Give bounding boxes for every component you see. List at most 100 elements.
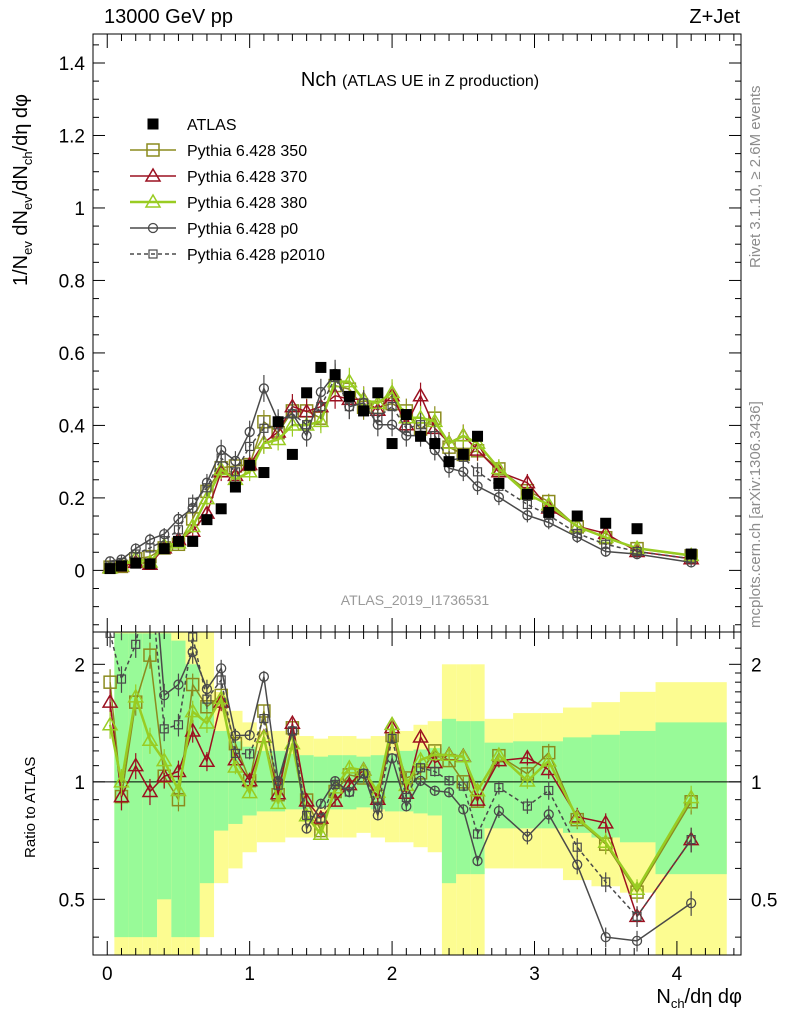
ratio-point [572, 859, 583, 870]
data-point [344, 401, 354, 412]
mcplots-credit-label: mcplots.cern.ch [arXiv:1306.3436] [747, 401, 764, 628]
data-point [601, 539, 611, 549]
ratio-line [109, 654, 692, 894]
ratio-point [113, 773, 130, 788]
y-tick-label: 1 [74, 199, 85, 220]
ratio-point [159, 690, 170, 701]
data-point [490, 460, 508, 475]
ratio-point [259, 714, 269, 724]
ratio-band-inner [441, 718, 457, 884]
ratio-point [387, 733, 397, 744]
y-tick-label: 0.4 [59, 416, 86, 437]
data-point [386, 419, 398, 430]
data-point [284, 416, 301, 431]
ratio-point [227, 758, 244, 773]
series-line [109, 372, 692, 564]
ratio-point [519, 749, 536, 764]
ratio-tick-label-right: 2 [751, 655, 762, 676]
atlas-data-point [571, 510, 583, 522]
data-point [572, 528, 582, 539]
ratio-point [443, 787, 455, 798]
data-point [387, 401, 397, 412]
legend-entry: Pythia 6.428 380 [130, 193, 307, 212]
rivet-version-label: Rivet 3.1.10, ≥ 2.6M events [747, 85, 764, 269]
ratio-point [198, 714, 216, 729]
analysis-tag: ATLAS_2019_I1736531 [341, 592, 490, 608]
legend-marker [147, 222, 159, 234]
atlas-data-point [258, 467, 270, 479]
data-point [412, 387, 429, 402]
data-point [341, 373, 358, 388]
legend-marker [146, 143, 160, 157]
ratio-point [185, 677, 200, 692]
data-point [198, 490, 216, 505]
ratio-point [312, 825, 330, 841]
ratio-point [155, 767, 173, 783]
y-tick-label: 0 [74, 561, 85, 582]
atlas-data-point [600, 517, 612, 529]
legend-label: Pythia 6.428 p0 [187, 221, 298, 238]
ratio-point [241, 784, 258, 799]
ratio-point [184, 703, 201, 718]
atlas-data-point [115, 560, 127, 572]
ratio-band-inner [128, 633, 143, 938]
ratio-point [170, 782, 187, 797]
ratio-point [383, 719, 401, 734]
ratio-point [472, 855, 483, 867]
atlas-data-point [472, 430, 484, 442]
ratio-tick-label-right: 0.5 [751, 890, 777, 911]
ratio-band-inner [214, 730, 229, 831]
data-point [259, 423, 269, 433]
data-point [454, 427, 472, 442]
ratio-line [108, 694, 693, 892]
data-point [245, 441, 255, 452]
legend-entry: Pythia 6.428 350 [130, 143, 307, 160]
legend-label: ATLAS [187, 117, 237, 134]
series-line [109, 375, 692, 567]
x-axis-label: Nch/dη dφ [656, 986, 742, 1011]
ratio-point [519, 772, 536, 787]
ratio-band-inner [456, 721, 471, 875]
data-point [316, 401, 326, 412]
ratio-tick-label: 1 [74, 773, 85, 794]
ratio-point [141, 731, 159, 747]
data-point [522, 499, 532, 510]
atlas-data-point [543, 506, 555, 518]
ratio-point [632, 911, 642, 921]
data-point [472, 481, 483, 492]
ratio-point [258, 671, 270, 682]
ratio-band-inner [256, 750, 272, 812]
ratio-point [628, 880, 646, 896]
data-point [440, 434, 458, 449]
x-tick-label: 0 [102, 964, 113, 985]
ratio-point [113, 788, 130, 803]
data-point [472, 467, 483, 477]
ratio-point [600, 931, 611, 943]
ratio-point [315, 798, 327, 809]
ratio-point [330, 779, 340, 789]
ratio-point [444, 776, 454, 786]
ratio-point [440, 746, 458, 761]
atlas-data-point [172, 535, 184, 547]
data-point [258, 383, 270, 394]
series-line [109, 380, 692, 570]
ratio-point [269, 794, 287, 810]
ratio-point [188, 632, 198, 642]
data-point [212, 461, 230, 476]
data-point [302, 420, 312, 430]
ratio-point [245, 749, 255, 759]
atlas-data-point [358, 405, 370, 417]
ratio-point [522, 831, 533, 842]
ratio-point [316, 813, 326, 823]
legend-label: Pythia 6.428 380 [187, 195, 307, 212]
ratio-tick-label-right: 1 [751, 773, 762, 794]
data-point [202, 483, 212, 493]
ratio-point [490, 746, 508, 761]
atlas-data-point [443, 456, 455, 468]
ratio-bands [114, 632, 727, 955]
legend-label: Pythia 6.428 350 [187, 143, 307, 160]
ratio-point [143, 648, 157, 662]
ratio-band-inner [228, 741, 243, 824]
atlas-data-point [301, 387, 313, 399]
